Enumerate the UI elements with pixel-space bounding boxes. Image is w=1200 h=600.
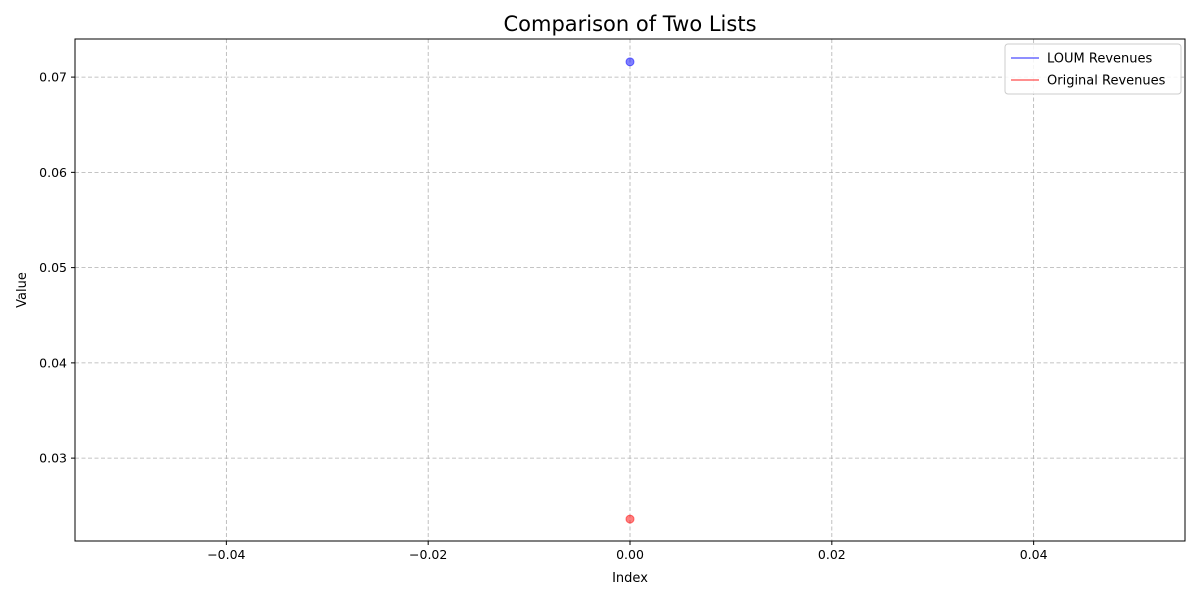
- y-tick-label: 0.07: [39, 70, 67, 85]
- y-axis-label: Value: [15, 272, 30, 308]
- y-tick-label: 0.04: [39, 355, 67, 370]
- x-axis-label: Index: [612, 571, 648, 586]
- data-point-original-revenues: [625, 514, 635, 524]
- points-layer: [625, 57, 635, 524]
- y-tick-label: 0.05: [39, 260, 67, 275]
- y-axis: 0.03 0.04 0.05 0.06 0.07: [39, 70, 75, 466]
- legend-box: [1004, 43, 1182, 95]
- legend: LOUM Revenues Original Revenues: [1004, 43, 1182, 95]
- x-axis: −0.04 −0.02 0.00 0.02 0.04: [207, 541, 1048, 562]
- x-tick-label: 0.04: [1020, 547, 1048, 562]
- data-point-loum-revenues: [625, 57, 635, 67]
- x-tick-label: 0.00: [616, 547, 644, 562]
- legend-label-loum-revenues: LOUM Revenues: [1047, 52, 1152, 67]
- grid-layer: [75, 39, 1185, 541]
- x-tick-label: 0.02: [818, 547, 846, 562]
- chart-title: Comparison of Two Lists: [503, 12, 756, 36]
- legend-label-original-revenues: Original Revenues: [1047, 74, 1166, 89]
- y-tick-label: 0.03: [39, 451, 67, 466]
- x-tick-label: −0.04: [207, 547, 245, 562]
- x-tick-label: −0.02: [409, 547, 447, 562]
- y-tick-label: 0.06: [39, 165, 67, 180]
